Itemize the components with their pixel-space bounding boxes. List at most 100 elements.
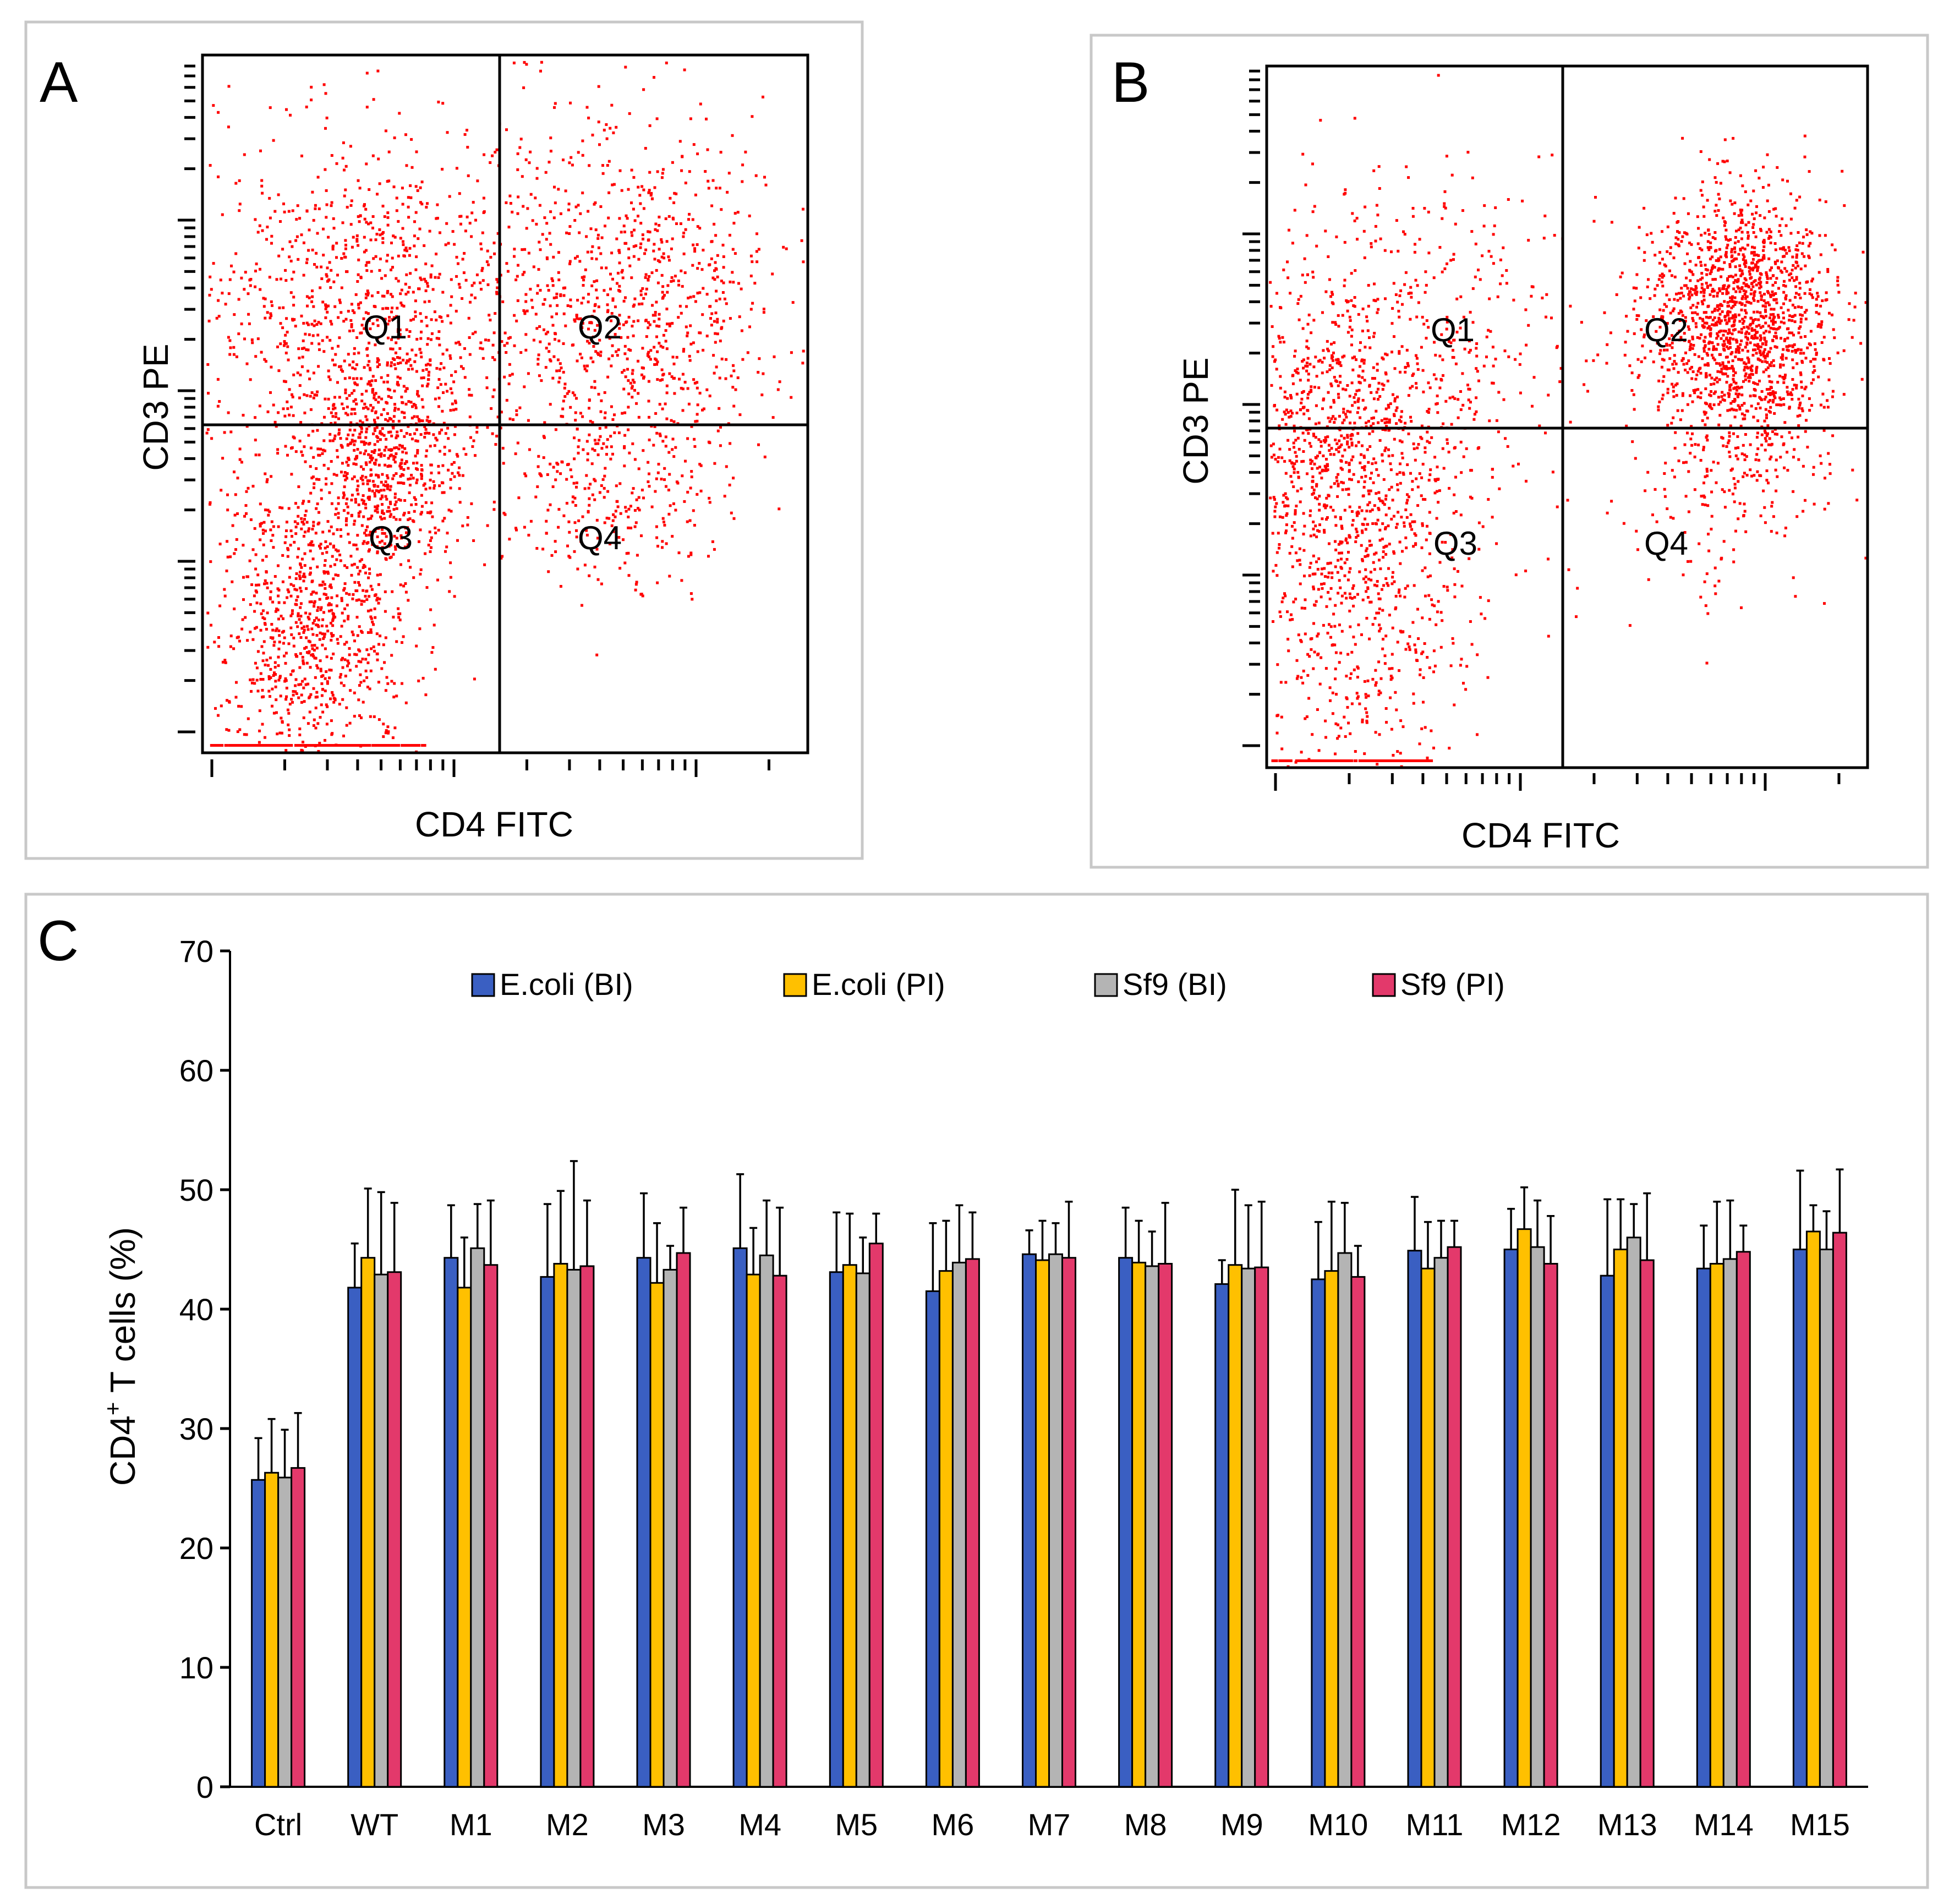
panel-b-event-dot	[1294, 439, 1297, 442]
panel-a-event-dot	[593, 439, 596, 442]
panel-b-event-dot	[1438, 489, 1441, 493]
panel-a-event-dot	[367, 576, 370, 579]
panel-b-event-dot	[1348, 505, 1351, 508]
panel-a-event-dot	[363, 366, 366, 369]
panel-b-event-dot	[1315, 535, 1318, 539]
panel-a-event-dot	[406, 543, 409, 546]
panel-a-event-dot	[346, 604, 349, 607]
panel-b-event-dot	[1379, 567, 1382, 571]
panel-a-event-dot	[626, 368, 629, 371]
panel-a-event-dot	[642, 207, 645, 210]
panel-a-event-dot	[438, 315, 441, 318]
panel-a-event-dot	[420, 320, 423, 323]
panel-a-event-dot	[369, 628, 373, 631]
panel-a-event-dot	[376, 504, 380, 507]
panel-b-event-dot	[1422, 497, 1425, 501]
panel-a-event-dot	[529, 150, 532, 154]
panel-a-event-dot	[620, 231, 623, 234]
panel-b-event-dot	[1329, 406, 1333, 409]
panel-a-event-dot	[392, 696, 396, 699]
panel-a-event-dot	[313, 319, 316, 322]
panel-b-event-dot	[1361, 494, 1365, 497]
panel-a-event-dot	[720, 208, 723, 211]
panel-a-event-dot	[442, 491, 446, 494]
panel-a-event-dot	[308, 696, 311, 699]
panel-a-event-dot	[647, 321, 650, 324]
panel-a-event-dot	[541, 548, 545, 551]
panel-a-event-dot	[479, 281, 482, 284]
panel-b-event-dot	[1335, 448, 1338, 451]
panel-a-event-dot	[546, 508, 550, 512]
panel-a-event-dot	[414, 439, 418, 442]
panel-b-event-dot	[1468, 351, 1471, 354]
panel-b-event-dot	[1381, 388, 1384, 391]
panel-a-event-dot	[375, 599, 379, 601]
panel-a-event-dot	[506, 270, 510, 273]
panel-a-event-dot	[395, 507, 398, 510]
panel-a-event-dot	[802, 207, 804, 211]
panel-a-event-dot	[616, 271, 620, 275]
panel-a-event-dot	[365, 162, 368, 166]
panel-b-event-dot	[1374, 461, 1377, 464]
panel-b-event-dot	[1377, 660, 1381, 664]
panel-a-event-dot	[711, 276, 715, 280]
panel-a-event-dot	[611, 354, 614, 357]
panel-a-event-dot	[389, 513, 392, 516]
panel-a-event-dot	[392, 426, 395, 430]
panel-a-event-dot	[321, 710, 325, 714]
panel-a-event-dot	[748, 325, 751, 329]
panel-a-event-dot	[380, 480, 383, 484]
panel-a-event-dot	[771, 272, 774, 276]
panel-a-event-dot	[325, 477, 328, 480]
panel-a-event-dot	[340, 311, 343, 314]
panel-a-event-dot	[344, 318, 348, 321]
panel-a-event-dot	[412, 462, 415, 465]
panel-a-event-dot	[272, 139, 275, 142]
panel-a-event-dot	[354, 293, 358, 296]
panel-a-event-dot	[571, 391, 574, 395]
panel-a-event-dot	[283, 210, 286, 214]
panel-a-event-dot	[640, 185, 644, 188]
panel-a-event-dot	[605, 123, 608, 126]
panel-a-event-dot	[333, 615, 337, 619]
panel-b-event-dot	[1370, 245, 1373, 249]
panel-b-event-dot	[1364, 555, 1367, 558]
panel-a-event-dot	[320, 277, 324, 280]
panel-a-event-dot	[422, 484, 425, 487]
panel-a-event-dot	[751, 302, 754, 305]
panel-a-event-dot	[346, 664, 349, 668]
panel-a-event-dot	[564, 324, 567, 327]
panel-a-event-dot	[245, 512, 248, 515]
panel-a-event-dot	[450, 463, 453, 466]
panel-b-event-dot	[1308, 442, 1311, 445]
panel-a-event-dot	[388, 510, 391, 513]
panel-a-event-dot	[247, 313, 250, 316]
panel-a-event-dot	[429, 276, 432, 279]
panel-a-event-dot	[601, 164, 604, 167]
panel-b-event-dot	[1476, 733, 1479, 736]
panel-a-event-dot	[318, 638, 321, 641]
panel-a-event-dot	[627, 526, 630, 529]
panel-a-event-dot	[536, 284, 539, 287]
panel-a-event-dot	[677, 280, 680, 282]
panel-a-event-dot	[599, 354, 602, 357]
panel-b-event-dot	[1334, 722, 1338, 725]
panel-a-event-dot	[313, 263, 316, 266]
panel-a-event-dot	[359, 377, 363, 380]
panel-a-event-dot	[265, 555, 268, 558]
panel-b-event-dot	[1422, 676, 1425, 679]
panel-a-event-dot	[660, 240, 664, 244]
panel-a-event-dot	[604, 425, 607, 429]
panel-b-event-dot	[1355, 358, 1357, 362]
panel-b-event-dot	[1334, 752, 1337, 756]
panel-a-event-dot	[489, 319, 492, 322]
panel-a-event-dot	[376, 357, 379, 360]
panel-a-event-dot	[453, 595, 456, 598]
panel-a-event-dot	[420, 278, 423, 281]
panel-a-event-dot	[397, 280, 400, 283]
panel-a-event-dot	[640, 302, 644, 305]
panel-a-event-dot	[689, 592, 693, 595]
panel-a-event-dot	[655, 525, 658, 528]
panel-a-event-dot	[355, 234, 359, 237]
panel-a-event-dot	[401, 445, 404, 448]
